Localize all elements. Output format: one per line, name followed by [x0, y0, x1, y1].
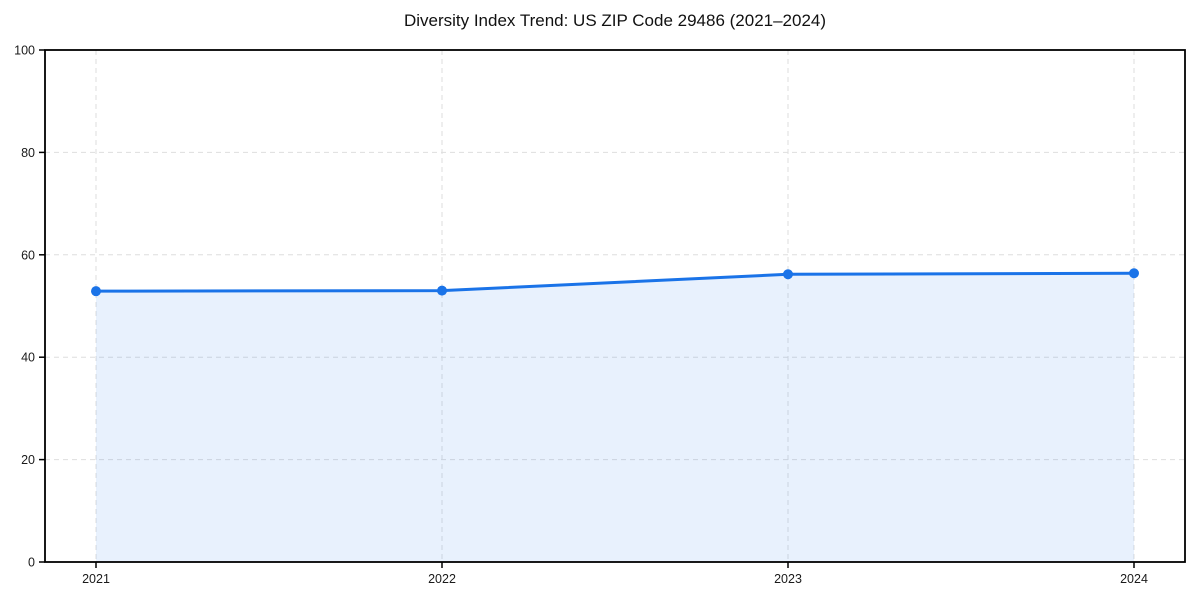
- trend-line: [94, 271, 1136, 293]
- y-tick-label: 60: [21, 248, 35, 262]
- data-point: [1129, 268, 1139, 279]
- x-tick-label: 2023: [774, 572, 802, 586]
- x-tick-label: 2024: [1120, 572, 1148, 586]
- data-point: [783, 269, 793, 280]
- data-point: [437, 285, 447, 296]
- y-tick-label: 100: [14, 44, 35, 58]
- y-tick-label: 0: [28, 556, 35, 570]
- y-tick-label: 80: [21, 146, 35, 160]
- chart-title: Diversity Index Trend: US ZIP Code 29486…: [403, 11, 827, 30]
- x-tick-label: 2022: [428, 572, 456, 586]
- data-point: [91, 286, 101, 297]
- x-tick-label: 2021: [82, 572, 110, 586]
- y-tick-label: 40: [21, 351, 35, 365]
- plot-border: [44, 49, 1186, 563]
- y-tick-label: 20: [21, 453, 35, 467]
- area-fill: [96, 273, 1134, 562]
